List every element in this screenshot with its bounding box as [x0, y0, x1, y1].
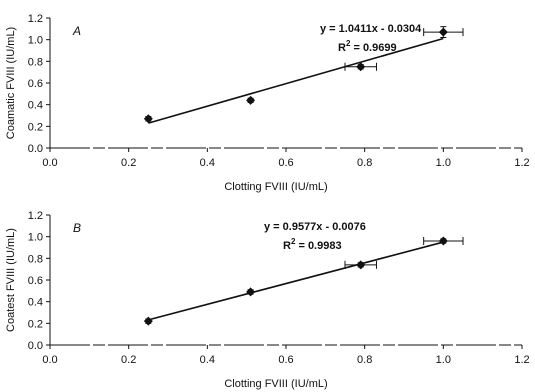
r-squared-label: R2 = 0.9699: [338, 39, 397, 54]
trendline: [148, 37, 444, 124]
x-tick-label: 0.4: [200, 157, 215, 169]
x-tick-label: 1.0: [436, 157, 451, 169]
panel-label: B: [73, 221, 81, 235]
data-point: [438, 236, 448, 246]
data-point: [143, 114, 153, 124]
x-tick-label: 0.0: [42, 157, 57, 169]
y-tick-label: 1.2: [28, 13, 43, 25]
y-tick-label: 0.6: [28, 275, 43, 287]
y-tick-label: 0.2: [28, 318, 43, 330]
chart-panel-a: 0.0 0.2 0.4 0.6 0.8 1.0 1.2 0.0 0.2 0.4 0.6 0.8 1.0 1…: [5, 13, 530, 193]
y-axis-title: Coamatic FVIII (IU/mL): [5, 27, 17, 139]
x-tick-label: 0.2: [121, 157, 136, 169]
x-tick-label: 1.2: [514, 354, 529, 366]
x-tick-label: 0.4: [200, 354, 215, 366]
y-tick-label: 0.2: [28, 121, 43, 133]
y-tick-label: 0.4: [28, 100, 43, 112]
x-tick-label: 1.2: [514, 157, 529, 169]
x-tick-label: 1.0: [436, 354, 451, 366]
data-point: [246, 287, 256, 297]
r-squared-superscript: 2: [346, 39, 351, 48]
y-tick-label: 0.8: [28, 253, 43, 265]
regression-equation: y = 0.9577x - 0.0076: [264, 221, 366, 233]
y-tick-label: 0.0: [28, 340, 43, 352]
trendline: [148, 241, 444, 321]
r-squared-superscript: 2: [291, 237, 296, 246]
y-tick-label: 0.8: [28, 56, 43, 68]
y-axis-title: Coatest FVIII (IU/mL): [5, 228, 17, 332]
data-point: [438, 27, 448, 37]
x-tick-label: 0.8: [357, 354, 372, 366]
data-point: [356, 260, 366, 270]
r-squared-symbol: R: [338, 42, 346, 54]
y-tick-label: 0.4: [28, 297, 43, 309]
y-tick-label: 0.0: [28, 143, 43, 155]
x-axis-title: Clotting FVIII (IU/mL): [224, 378, 327, 390]
y-tick-label: 1.0: [28, 35, 43, 47]
data-point: [143, 316, 153, 326]
regression-equation: y = 1.0411x - 0.0304: [320, 23, 422, 35]
r-squared-symbol: R: [283, 240, 291, 252]
x-axis-title: Clotting FVIII (IU/mL): [224, 181, 327, 193]
panel-label: A: [72, 24, 81, 38]
data-point: [356, 62, 366, 72]
y-tick-label: 1.0: [28, 232, 43, 244]
y-tick-label: 1.2: [28, 210, 43, 222]
x-tick-label: 0.0: [42, 354, 57, 366]
r-squared-value: = 0.9699: [350, 42, 396, 54]
chart-panel-b: 0.0 0.2 0.4 0.6 0.8 1.0 1.2 0.0 0.2 0.4 0.6 0.8 1.0 1…: [5, 210, 530, 390]
x-tick-label: 0.8: [357, 157, 372, 169]
x-tick-label: 0.6: [278, 354, 293, 366]
r-squared-label: R2 = 0.9983: [283, 237, 342, 252]
x-tick-label: 0.2: [121, 354, 136, 366]
data-point: [246, 95, 256, 105]
r-squared-value: = 0.9983: [295, 240, 341, 252]
x-tick-label: 0.6: [278, 157, 293, 169]
y-tick-label: 0.6: [28, 78, 43, 90]
